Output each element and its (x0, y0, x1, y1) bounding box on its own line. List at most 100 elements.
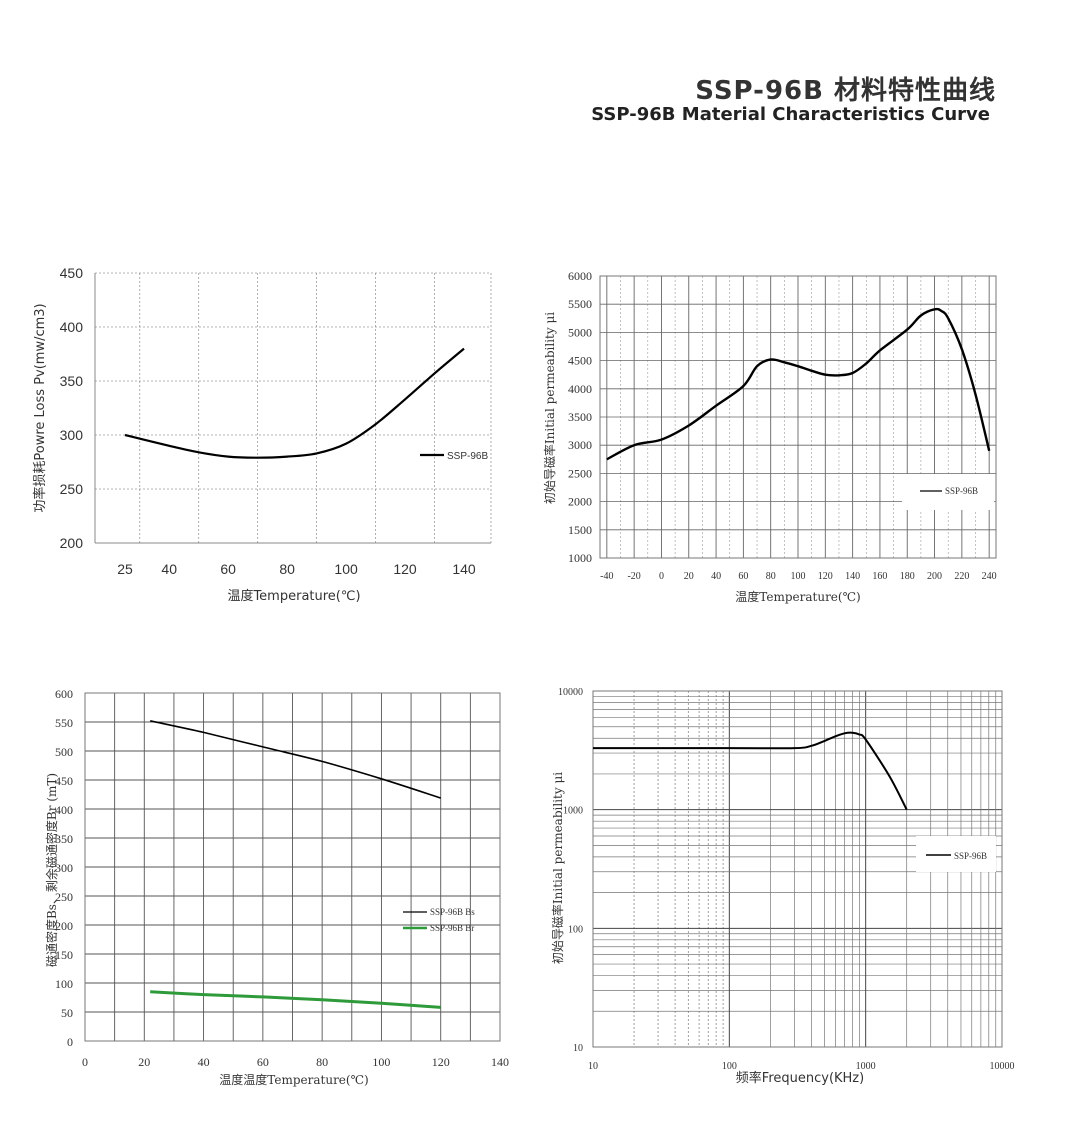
x-tick-label: 140 (845, 571, 860, 582)
series-line-bs (150, 720, 441, 799)
x-tick-label: 100 (722, 1061, 737, 1072)
power-loss-chart: 200 250 300 350 400 450 25 40 60 80 100 120 140 SSP-… (32, 265, 492, 604)
grid-lines (599, 275, 997, 559)
tick-labels: 0 50 100 150 200 250 300 350 400 450 500 550 600 0 20 4… (55, 687, 509, 1069)
y-axis-label: 初始导磁率Initial permeability μi (550, 772, 565, 964)
y-tick-label: 6000 (568, 269, 592, 283)
x-tick-label: 0 (82, 1055, 88, 1069)
grid-lines (94, 272, 492, 544)
x-axis-label: 温度Temperature(℃) (735, 589, 860, 604)
legend: SSP-96B (902, 474, 994, 510)
y-tick-label: 10 (573, 1043, 583, 1054)
x-tick-label: 220 (954, 571, 969, 582)
x-tick-label: 40 (161, 561, 177, 577)
y-tick-label: 50 (61, 1006, 73, 1020)
y-tick-label: 100 (55, 977, 73, 991)
y-tick-label: 1500 (568, 523, 592, 537)
page-title-chinese: SSP-96B 材料特性曲线 (695, 76, 996, 106)
x-tick-label: 80 (279, 561, 295, 577)
tick-labels: 1000150020002500300035004000450050005500… (568, 269, 997, 582)
series-lines (124, 347, 465, 459)
legend-box (916, 836, 996, 872)
y-tick-label: 4500 (568, 354, 592, 368)
plot-border (84, 692, 501, 1042)
series-line-ssp-96b (592, 731, 908, 811)
y-tick-label: 500 (55, 745, 73, 759)
x-tick-label: 180 (900, 571, 915, 582)
legend: SSP-96B Bs SSP-96B Br (403, 907, 475, 933)
series-lines (606, 307, 991, 461)
y-tick-label: 4000 (568, 382, 592, 396)
x-tick-label: 240 (982, 571, 997, 582)
y-tick-label: 0 (67, 1035, 73, 1049)
x-tick-label: 160 (872, 571, 887, 582)
x-tick-label: 40 (711, 571, 721, 582)
x-axis-label: 温度Temperature(℃) (227, 588, 360, 604)
x-axis-label: 温度温度Temperature(℃) (219, 1072, 368, 1087)
y-tick-label: 600 (55, 687, 73, 701)
y-tick-label: 200 (55, 919, 73, 933)
x-tick-label: 120 (818, 571, 833, 582)
x-tick-label: 20 (684, 571, 694, 582)
y-axis-label: 初始导磁率Initial permeability μi (542, 312, 557, 504)
y-tick-label: 300 (60, 427, 84, 443)
x-tick-label: 120 (393, 561, 417, 577)
y-axis-label: 磁通密度Bs、剩余磁通密度Br (mT) (44, 773, 59, 967)
legend: SSP-96B (420, 451, 488, 462)
plot-border (599, 275, 997, 559)
grid-lines (592, 690, 1003, 1048)
y-tick-label: 350 (60, 373, 84, 389)
x-tick-label: 60 (738, 571, 748, 582)
x-tick-label: 140 (491, 1055, 509, 1069)
x-tick-label: 100 (791, 571, 806, 582)
x-tick-label: 100 (334, 561, 358, 577)
y-tick-label: 400 (60, 319, 84, 335)
x-tick-label: -40 (600, 571, 613, 582)
series-lines (592, 731, 908, 811)
tick-labels: 10 100 1000 10000 10 100 1000 10000 (558, 687, 1015, 1072)
legend-label-bs: SSP-96B Bs (430, 907, 475, 917)
x-tick-label: -20 (627, 571, 640, 582)
y-tick-label: 150 (55, 948, 73, 962)
y-tick-label: 450 (55, 774, 73, 788)
y-tick-label: 250 (60, 481, 84, 497)
x-tick-label: 0 (659, 571, 664, 582)
y-tick-label: 1000 (568, 551, 592, 565)
x-tick-label: 80 (766, 571, 776, 582)
y-tick-label: 2500 (568, 466, 592, 480)
y-tick-label: 3500 (568, 410, 592, 424)
x-tick-label: 40 (198, 1055, 210, 1069)
tick-labels: 200 250 300 350 400 450 25 40 60 80 100 120 140 (60, 265, 476, 577)
x-axis-label: 频率Frequency(KHz) (736, 1070, 864, 1086)
y-tick-label: 300 (55, 861, 73, 875)
y-tick-label: 550 (55, 716, 73, 730)
legend: SSP-96B (916, 836, 996, 872)
x-tick-label: 10 (588, 1061, 598, 1072)
page-title-english: SSP-96B Material Characteristics Curve (591, 104, 990, 125)
series-line-ssp-96b (606, 307, 991, 461)
y-tick-label: 5000 (568, 325, 592, 339)
x-tick-label: 140 (452, 561, 476, 577)
x-tick-label: 20 (138, 1055, 150, 1069)
plot-border (592, 690, 1003, 1048)
legend-label: SSP-96B (945, 486, 978, 496)
y-tick-label: 10000 (558, 687, 583, 698)
flux-density-chart: 0 50 100 150 200 250 300 350 400 450 500 550 600 0 20 4… (44, 687, 509, 1087)
x-tick-label: 1000 (856, 1061, 876, 1072)
y-tick-label: 1000 (563, 806, 583, 817)
legend-label: SSP-96B (954, 851, 987, 861)
x-tick-label: 10000 (990, 1061, 1015, 1072)
permeability-temperature-chart: 1000150020002500300035004000450050005500… (542, 269, 997, 604)
y-tick-label: 200 (60, 535, 84, 551)
x-tick-label: 80 (316, 1055, 328, 1069)
permeability-frequency-chart: 10 100 1000 10000 10 100 1000 10000 SSP-96B 频率F… (550, 687, 1015, 1086)
legend-box (902, 474, 994, 510)
y-tick-label: 450 (60, 265, 84, 281)
x-tick-label: 100 (372, 1055, 390, 1069)
series-lines (150, 720, 441, 1009)
x-tick-label: 25 (117, 561, 133, 577)
legend-label: SSP-96B (447, 451, 488, 462)
y-axis-label: 功率损耗Powre Loss Pv(mw/cm3) (32, 303, 48, 512)
y-tick-label: 5500 (568, 297, 592, 311)
series-line-ssp-96b (124, 347, 465, 459)
